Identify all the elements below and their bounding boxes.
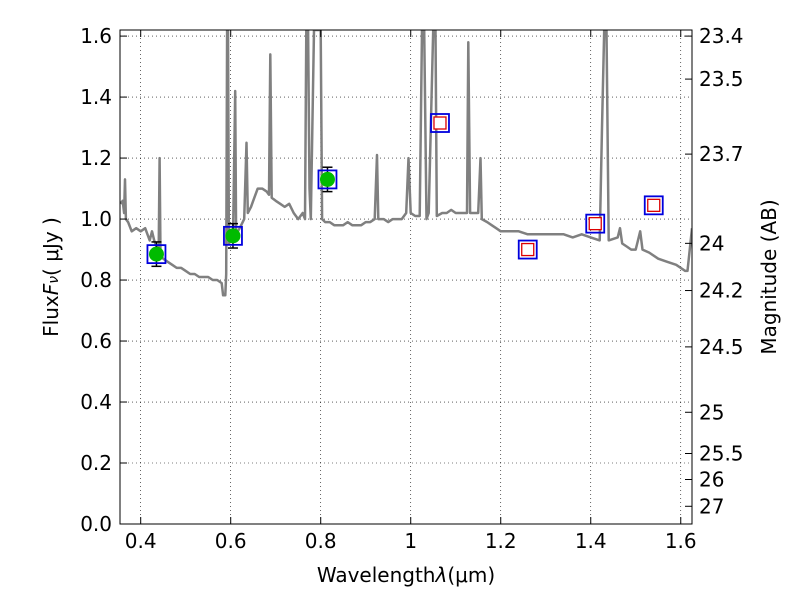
y-tick-label: 0.0 [80, 512, 112, 536]
upper-limit-square [433, 116, 447, 130]
y-axis-label-unit: ( μJy ) [39, 217, 63, 276]
y2-tick-label: 25.5 [699, 441, 744, 465]
y2-tick-label: 24.2 [699, 279, 744, 303]
x-tick-label: 0.6 [215, 529, 247, 553]
model-photometry-square [643, 195, 664, 216]
y-tick-label: 0.2 [80, 451, 112, 475]
x-axis-label-text: Wavelength [317, 563, 436, 587]
upper-limit-square [521, 242, 535, 257]
y-tick-label: 1.0 [80, 207, 112, 231]
model-photometry-square [430, 113, 450, 133]
observed-flux-point [225, 228, 241, 244]
model-photometry-square [585, 213, 606, 234]
y-axis-label-symbol: F [39, 283, 63, 295]
y-tick-label: 0.6 [80, 329, 112, 353]
upper-limit-square [588, 216, 602, 231]
x-tick-label: 1.4 [575, 529, 607, 553]
y-tick-label: 1.2 [80, 146, 112, 170]
x-tick-label: 1.6 [665, 529, 697, 553]
upper-limit-square [647, 198, 661, 212]
y2-tick-label: 23.4 [699, 24, 744, 48]
y2-tick-label: 23.7 [699, 142, 744, 166]
model-photometry-square [146, 244, 167, 265]
x-tick-label: 0.8 [305, 529, 337, 553]
x-axis-label-unit: (μm) [447, 563, 495, 587]
x-axis-label-symbol: λ [435, 563, 448, 587]
x-tick-label: 0.4 [125, 529, 157, 553]
observed-flux-point [148, 246, 164, 262]
photometry-markers-layer [146, 113, 664, 268]
x-axis-ticks: 0.4 0.6 0.8 1 1.2 1.4 1.6 [125, 30, 697, 553]
y2-tick-label: 25 [699, 400, 724, 424]
y-tick-label: 1.6 [80, 24, 112, 48]
y-tick-label: 0.8 [80, 268, 112, 292]
y2-tick-label: 26 [699, 468, 724, 492]
plot-frame [119, 29, 693, 525]
x-tick-label: 1 [404, 529, 417, 553]
y2-tick-label: 23.5 [699, 67, 744, 91]
y2-tick-label: 24 [699, 231, 724, 255]
y-axis-label-text: Flux [39, 295, 63, 337]
model-photometry-square [317, 169, 338, 190]
y2-tick-label: 27 [699, 494, 724, 518]
y-tick-label: 1.4 [80, 85, 112, 109]
y2-axis-label: Magnitude (AB) [757, 199, 781, 354]
sed-curve-layer [120, 30, 692, 297]
y-tick-label: 0.4 [80, 390, 112, 414]
x-tick-label: 1.2 [485, 529, 517, 553]
y-axis-ticks: 0.0 0.2 0.4 0.6 0.8 1.0 1.2 1.4 1.6 [80, 24, 127, 536]
x-axis-label: Wavelengthλ(μm) [317, 563, 495, 587]
observed-flux-point [319, 171, 335, 187]
y-axis-label-subscript: ν [46, 276, 62, 284]
model-photometry-square [223, 225, 243, 246]
model-photometry-square [517, 239, 538, 260]
y-axis-label: FluxFν( μJy ) [39, 217, 63, 337]
y2-tick-label: 24.5 [699, 335, 744, 359]
sed-model-curve [120, 30, 692, 297]
